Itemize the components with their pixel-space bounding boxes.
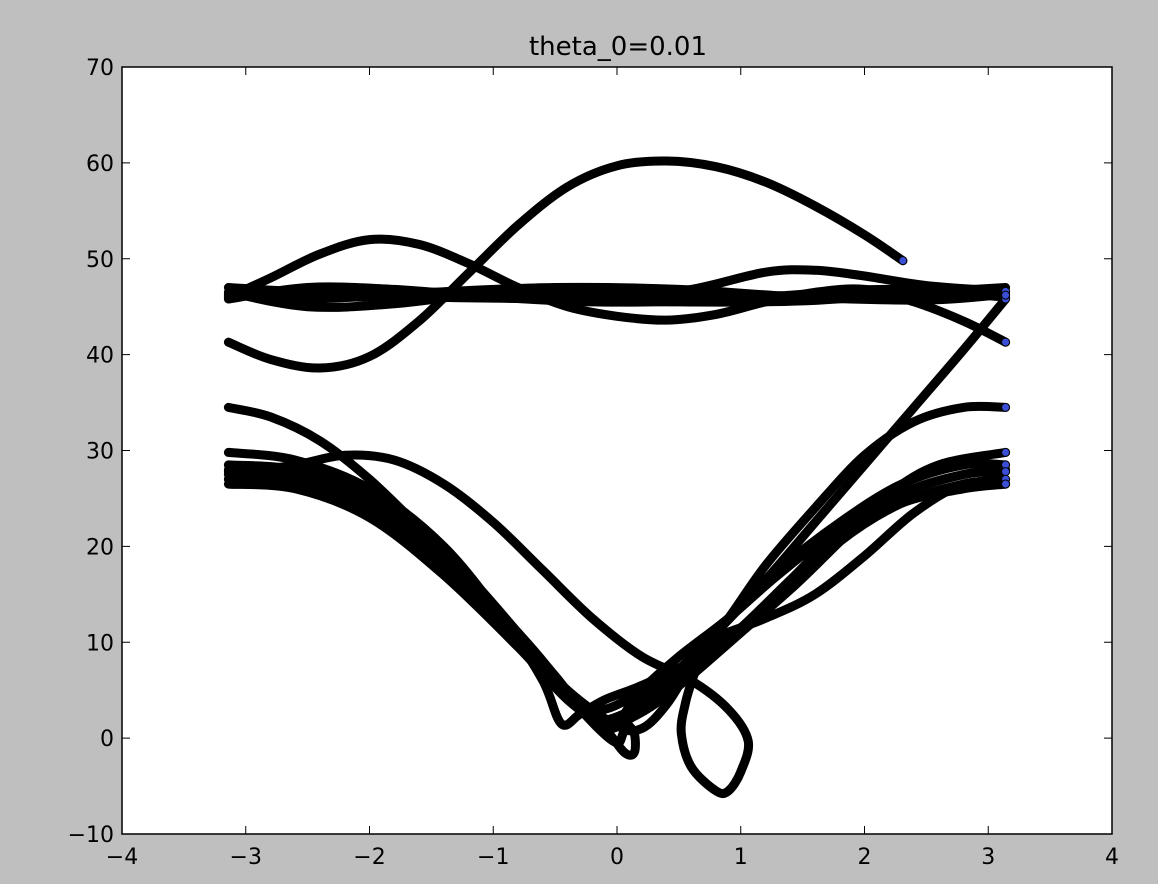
x-tick-label: 2 <box>858 845 872 870</box>
series-trail-8 <box>223 450 1011 799</box>
x-tick-label: −3 <box>230 845 262 870</box>
x-tick-label: 4 <box>1105 845 1119 870</box>
x-tick-label: −2 <box>353 845 385 870</box>
endpoint-marker <box>1001 337 1011 347</box>
x-axis: −4 −3 −2 −1 0 1 2 3 4 <box>106 67 1119 870</box>
y-tick-label: 40 <box>86 344 114 369</box>
x-tick-label: −4 <box>106 845 138 870</box>
series-trail-7 <box>223 401 1011 736</box>
series-layer <box>223 156 1011 799</box>
series-trail-15 <box>612 294 1011 724</box>
endpoint-marker <box>898 256 908 266</box>
chart-title: theta_0=0.01 <box>529 32 707 62</box>
endpoint-layer <box>898 256 1011 489</box>
x-tick-label: 3 <box>981 845 995 870</box>
y-tick-label: −10 <box>68 823 114 848</box>
y-tick-label: 60 <box>86 152 114 177</box>
y-tick-label: 10 <box>86 631 114 656</box>
x-tick-label: 1 <box>734 845 748 870</box>
x-tick-label: 0 <box>610 845 624 870</box>
y-tick-label: 70 <box>86 56 114 81</box>
y-tick-label: 50 <box>86 248 114 273</box>
endpoint-marker <box>1001 402 1011 412</box>
series-trail-0 <box>223 156 908 373</box>
series-trail-14 <box>223 465 1011 715</box>
y-tick-label: 0 <box>100 727 114 752</box>
x-tick-label: −1 <box>477 845 509 870</box>
y-axis: −10 0 10 20 30 40 50 60 70 <box>68 56 1112 848</box>
endpoint-marker <box>1001 447 1011 457</box>
series-trail-6 <box>223 289 1011 302</box>
endpoint-marker <box>1001 290 1011 300</box>
endpoint-marker <box>1001 467 1011 477</box>
y-tick-label: 30 <box>86 440 114 465</box>
endpoint-marker <box>1001 479 1011 489</box>
y-tick-label: 20 <box>86 535 114 560</box>
